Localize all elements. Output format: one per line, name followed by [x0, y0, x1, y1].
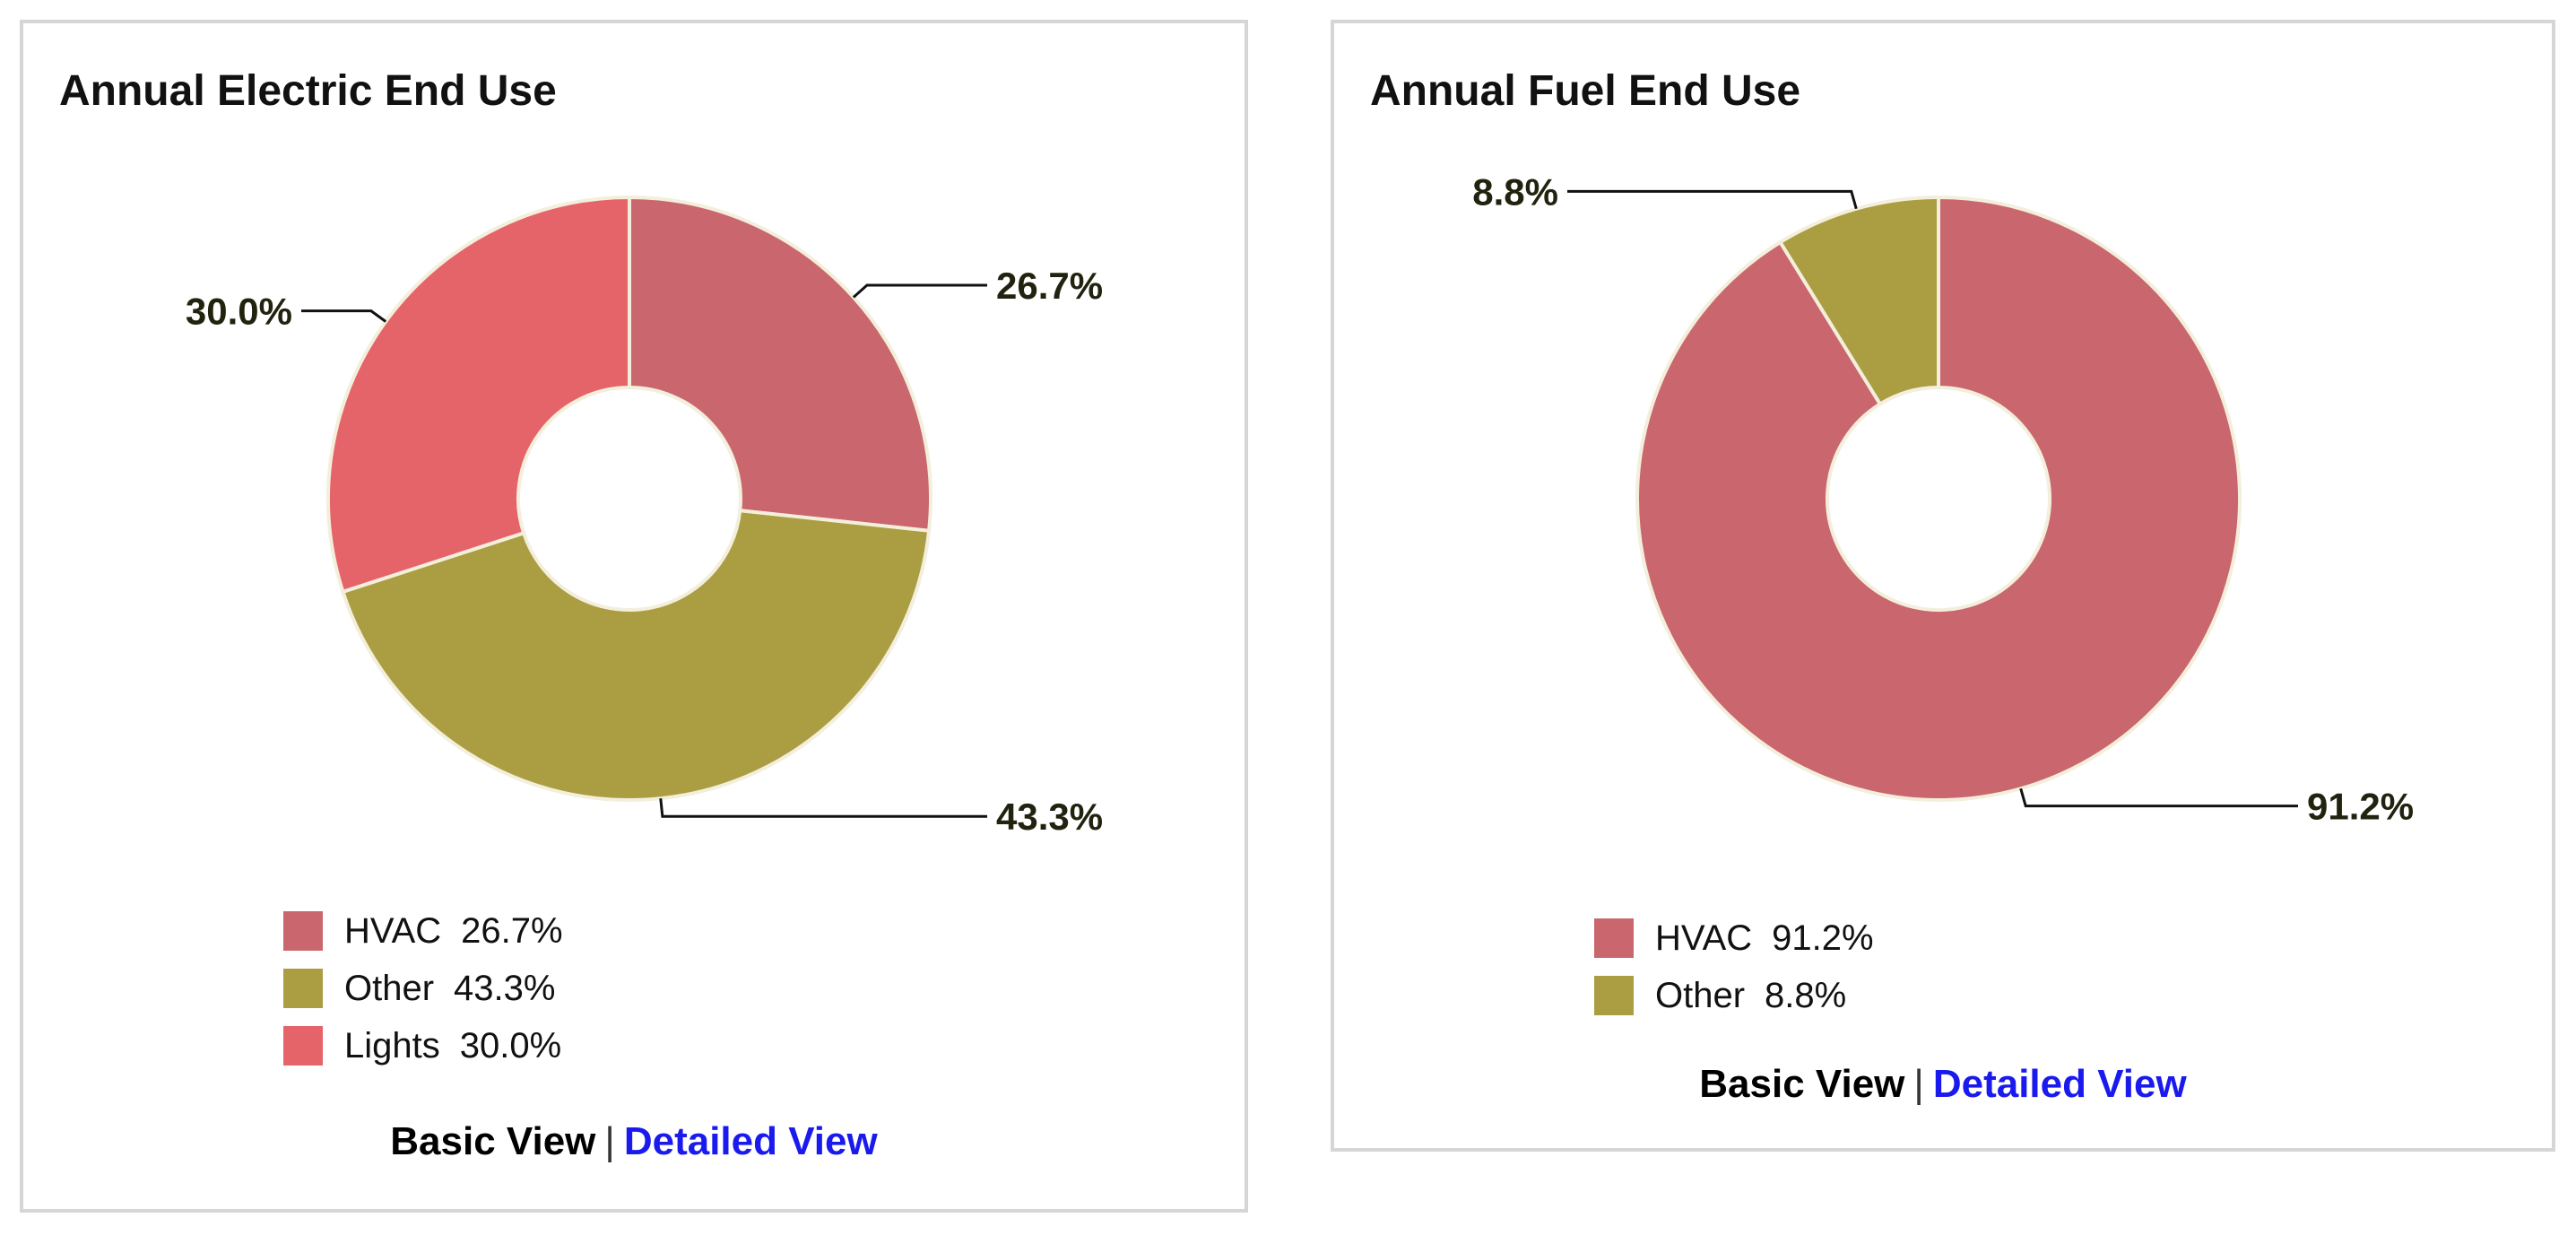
detailed-view-link[interactable]: Detailed View — [623, 1119, 878, 1163]
legend-item-hvac: HVAC 91.2% — [1594, 909, 1874, 967]
legend-swatch-other — [1594, 976, 1634, 1015]
legend-value-lights: 30.0% — [459, 1025, 562, 1066]
electric-donut-chart: 26.7% 43.3% 30.0% — [186, 195, 1103, 838]
donut-slice-hvac — [1635, 195, 2242, 802]
legend-item-other: Other 8.8% — [1594, 967, 1874, 1024]
legend-value-other: 43.3% — [454, 968, 556, 1008]
legend-swatch-hvac — [1594, 918, 1634, 958]
donut-slice-hvac — [628, 195, 932, 534]
donut-slice-lights — [326, 195, 631, 595]
legend-value-other: 8.8% — [1765, 975, 1847, 1015]
legend-item-other: Other 43.3% — [283, 960, 563, 1017]
legend-label-other: Other — [1655, 975, 1746, 1015]
leader-line-lights — [301, 309, 387, 323]
data-label-other: 43.3% — [996, 796, 1103, 838]
data-label-other: 8.8% — [1472, 170, 1558, 213]
leader-line-other — [659, 798, 987, 818]
legend-swatch-other — [283, 969, 323, 1008]
electric-legend: HVAC 26.7% Other 43.3% Lights 30.0% — [283, 902, 563, 1074]
legend-label-other: Other — [344, 968, 435, 1008]
legend-value-hvac: 91.2% — [1772, 918, 1874, 958]
basic-view-label: Basic View — [1699, 1062, 1905, 1106]
donut-slice-other — [340, 509, 932, 802]
view-separator: | — [1913, 1062, 1924, 1106]
electric-chart-title: Annual Electric End Use — [59, 67, 557, 115]
legend-label-lights: Lights — [344, 1025, 440, 1066]
electric-view-links: Basic View | Detailed View — [23, 1119, 1245, 1164]
data-label-hvac: 26.7% — [996, 265, 1103, 307]
legend-value-hvac: 26.7% — [461, 910, 563, 951]
legend-swatch-lights — [283, 1026, 323, 1066]
fuel-donut-chart: 91.2% 8.8% — [1472, 170, 2414, 828]
data-label-lights: 30.0% — [186, 291, 292, 333]
leader-line-hvac — [2019, 787, 2298, 808]
fuel-legend: HVAC 91.2% Other 8.8% — [1594, 909, 1874, 1024]
legend-swatch-hvac — [283, 911, 323, 951]
legend-item-hvac: HVAC 26.7% — [283, 902, 563, 960]
electric-end-use-panel: Annual Electric End Use 26.7% 43.3% 30.0% … — [20, 20, 1248, 1213]
legend-item-lights: Lights 30.0% — [283, 1017, 563, 1074]
basic-view-label: Basic View — [390, 1119, 596, 1163]
detailed-view-link[interactable]: Detailed View — [1932, 1062, 2187, 1106]
leader-line-other — [1567, 189, 1858, 210]
leader-line-hvac — [852, 283, 987, 299]
legend-label-hvac: HVAC — [344, 910, 442, 951]
donut-slice-other — [1777, 195, 1940, 407]
legend-label-hvac: HVAC — [1655, 918, 1753, 958]
view-separator: | — [604, 1119, 615, 1163]
fuel-view-links: Basic View | Detailed View — [1334, 1062, 2552, 1107]
fuel-chart-title: Annual Fuel End Use — [1370, 67, 1801, 115]
data-label-hvac: 91.2% — [2307, 786, 2414, 828]
fuel-end-use-panel: Annual Fuel End Use 91.2% 8.8% HVAC 91.2%… — [1331, 20, 2555, 1152]
